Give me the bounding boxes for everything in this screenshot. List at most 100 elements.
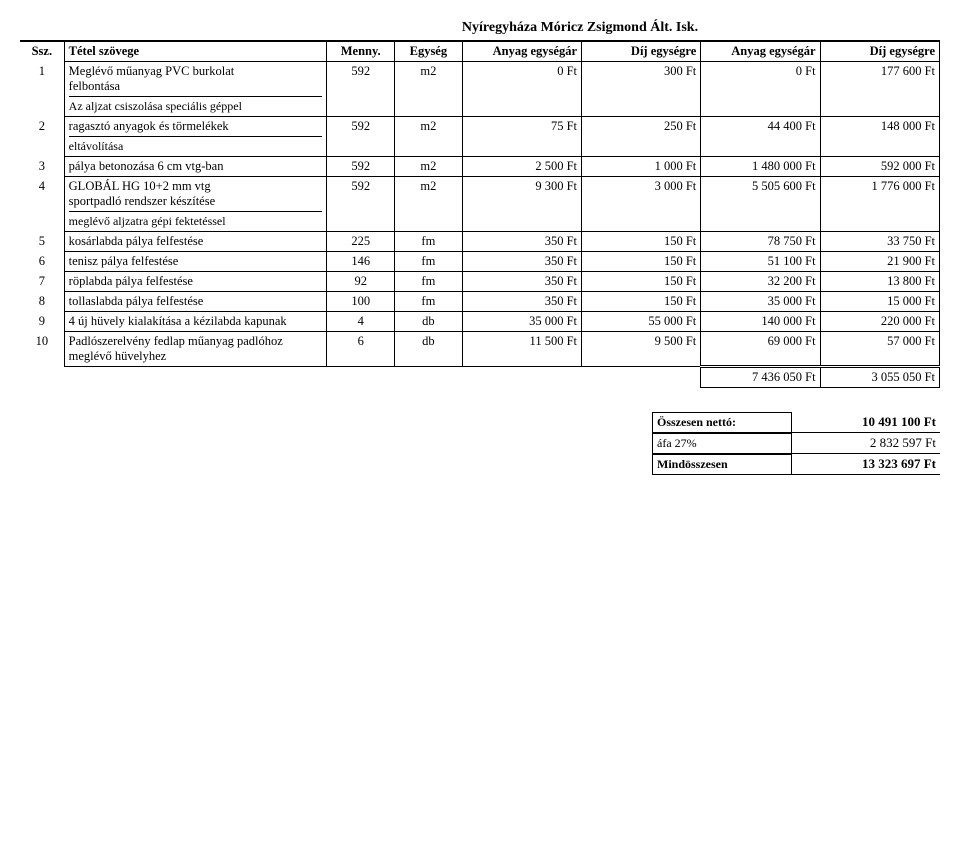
col-ssz: Ssz.	[20, 41, 64, 62]
cell-c2: 55 000 Ft	[582, 312, 701, 332]
totals-row: 7 436 050 Ft3 055 050 Ft	[20, 367, 940, 388]
cell-egyseg: db	[395, 332, 463, 367]
cell-tetel: Meglévő műanyag PVC burkolatfelbontásaAz…	[64, 62, 327, 117]
cell-ssz: 8	[20, 292, 64, 312]
col-egyseg: Egység	[395, 41, 463, 62]
cell-ssz: 7	[20, 272, 64, 292]
cell-c2: 150 Ft	[582, 292, 701, 312]
cell-c1: 35 000 Ft	[462, 312, 581, 332]
cell-c4: 57 000 Ft	[820, 332, 939, 367]
col-dij-egysegre2: Díj egységre	[820, 41, 939, 62]
cost-table: Ssz. Tétel szövege Menny. Egység Anyag e…	[20, 40, 940, 388]
cell-c3: 32 200 Ft	[701, 272, 820, 292]
cell-egyseg: fm	[395, 252, 463, 272]
table-row: 5kosárlabda pálya felfestése225fm350 Ft1…	[20, 232, 940, 252]
cell-c4: 33 750 Ft	[820, 232, 939, 252]
cell-c4: 177 600 Ft	[820, 62, 939, 117]
cell-egyseg: m2	[395, 62, 463, 117]
cell-c3: 140 000 Ft	[701, 312, 820, 332]
cell-c3: 5 505 600 Ft	[701, 177, 820, 232]
cell-c3: 78 750 Ft	[701, 232, 820, 252]
cell-c4: 1 776 000 Ft	[820, 177, 939, 232]
cell-c4: 15 000 Ft	[820, 292, 939, 312]
table-row: 10Padlószerelvény fedlap műanyag padlóho…	[20, 332, 940, 367]
total-c4: 3 055 050 Ft	[820, 367, 939, 388]
cell-c1: 0 Ft	[462, 62, 581, 117]
cell-tetel: Padlószerelvény fedlap műanyag padlóhoz …	[64, 332, 327, 367]
cell-ssz: 9	[20, 312, 64, 332]
cell-ssz: 2	[20, 117, 64, 157]
cell-menny: 146	[327, 252, 395, 272]
cell-ssz: 1	[20, 62, 64, 117]
cell-tetel: GLOBÁL HG 10+2 mm vtgsportpadló rendszer…	[64, 177, 327, 232]
cell-c1: 350 Ft	[462, 252, 581, 272]
summary-osszesen-val: 10 491 100 Ft	[792, 412, 940, 433]
cell-menny: 592	[327, 177, 395, 232]
cell-egyseg: fm	[395, 232, 463, 252]
table-row: 7röplabda pálya felfestése92fm350 Ft150 …	[20, 272, 940, 292]
cell-c2: 9 500 Ft	[582, 332, 701, 367]
cell-c3: 44 400 Ft	[701, 117, 820, 157]
table-row: 6tenisz pálya felfestése146fm350 Ft150 F…	[20, 252, 940, 272]
cell-menny: 100	[327, 292, 395, 312]
cell-tetel: tollaslabda pálya felfestése	[64, 292, 327, 312]
cell-tetel: pálya betonozása 6 cm vtg-ban	[64, 157, 327, 177]
col-anyag-egysegar: Anyag egységár	[462, 41, 581, 62]
cell-c4: 13 800 Ft	[820, 272, 939, 292]
cell-c3: 1 480 000 Ft	[701, 157, 820, 177]
cell-c1: 350 Ft	[462, 292, 581, 312]
cell-c1: 2 500 Ft	[462, 157, 581, 177]
cell-ssz: 10	[20, 332, 64, 367]
cell-egyseg: m2	[395, 177, 463, 232]
cell-tetel: tenisz pálya felfestése	[64, 252, 327, 272]
cell-tetel: ragasztó anyagok és törmelékekeltávolítá…	[64, 117, 327, 157]
cell-c2: 150 Ft	[582, 232, 701, 252]
cell-egyseg: fm	[395, 292, 463, 312]
cell-menny: 225	[327, 232, 395, 252]
table-row: 8tollaslabda pálya felfestése100fm350 Ft…	[20, 292, 940, 312]
cell-c3: 35 000 Ft	[701, 292, 820, 312]
cell-c4: 220 000 Ft	[820, 312, 939, 332]
cell-egyseg: m2	[395, 117, 463, 157]
cell-c1: 9 300 Ft	[462, 177, 581, 232]
cell-c1: 350 Ft	[462, 232, 581, 252]
cell-c2: 150 Ft	[582, 272, 701, 292]
cell-menny: 592	[327, 117, 395, 157]
table-row: 4GLOBÁL HG 10+2 mm vtgsportpadló rendsze…	[20, 177, 940, 232]
cell-egyseg: m2	[395, 157, 463, 177]
summary-block: Összesen nettó: 10 491 100 Ft áfa 27% 2 …	[20, 412, 940, 475]
cell-menny: 592	[327, 157, 395, 177]
cell-c1: 350 Ft	[462, 272, 581, 292]
summary-mind-val: 13 323 697 Ft	[792, 454, 940, 475]
cell-c1: 11 500 Ft	[462, 332, 581, 367]
cell-menny: 92	[327, 272, 395, 292]
cell-c2: 150 Ft	[582, 252, 701, 272]
cell-tetel: röplabda pálya felfestése	[64, 272, 327, 292]
cell-c3: 0 Ft	[701, 62, 820, 117]
table-header-row: Ssz. Tétel szövege Menny. Egység Anyag e…	[20, 41, 940, 62]
cell-c3: 51 100 Ft	[701, 252, 820, 272]
cell-menny: 4	[327, 312, 395, 332]
cell-c2: 3 000 Ft	[582, 177, 701, 232]
cell-tetel: kosárlabda pálya felfestése	[64, 232, 327, 252]
table-row: 2ragasztó anyagok és törmelékekeltávolít…	[20, 117, 940, 157]
cell-egyseg: fm	[395, 272, 463, 292]
cell-menny: 6	[327, 332, 395, 367]
cell-egyseg: db	[395, 312, 463, 332]
cell-c4: 21 900 Ft	[820, 252, 939, 272]
cell-c2: 300 Ft	[582, 62, 701, 117]
cell-ssz: 3	[20, 157, 64, 177]
page-title: Nyíregyháza Móricz Zsigmond Ált. Isk.	[220, 20, 940, 36]
cell-ssz: 5	[20, 232, 64, 252]
summary-afa-val: 2 832 597 Ft	[792, 433, 940, 454]
table-row: 94 új hüvely kialakítása a kézilabda kap…	[20, 312, 940, 332]
cell-ssz: 6	[20, 252, 64, 272]
cell-ssz: 4	[20, 177, 64, 232]
col-anyag-egysegar2: Anyag egységár	[701, 41, 820, 62]
table-row: 1Meglévő műanyag PVC burkolatfelbontásaA…	[20, 62, 940, 117]
col-menny: Menny.	[327, 41, 395, 62]
total-c3: 7 436 050 Ft	[701, 367, 820, 388]
summary-afa-label: áfa 27%	[652, 433, 792, 454]
table-row: 3pálya betonozása 6 cm vtg-ban592m22 500…	[20, 157, 940, 177]
cell-c4: 592 000 Ft	[820, 157, 939, 177]
